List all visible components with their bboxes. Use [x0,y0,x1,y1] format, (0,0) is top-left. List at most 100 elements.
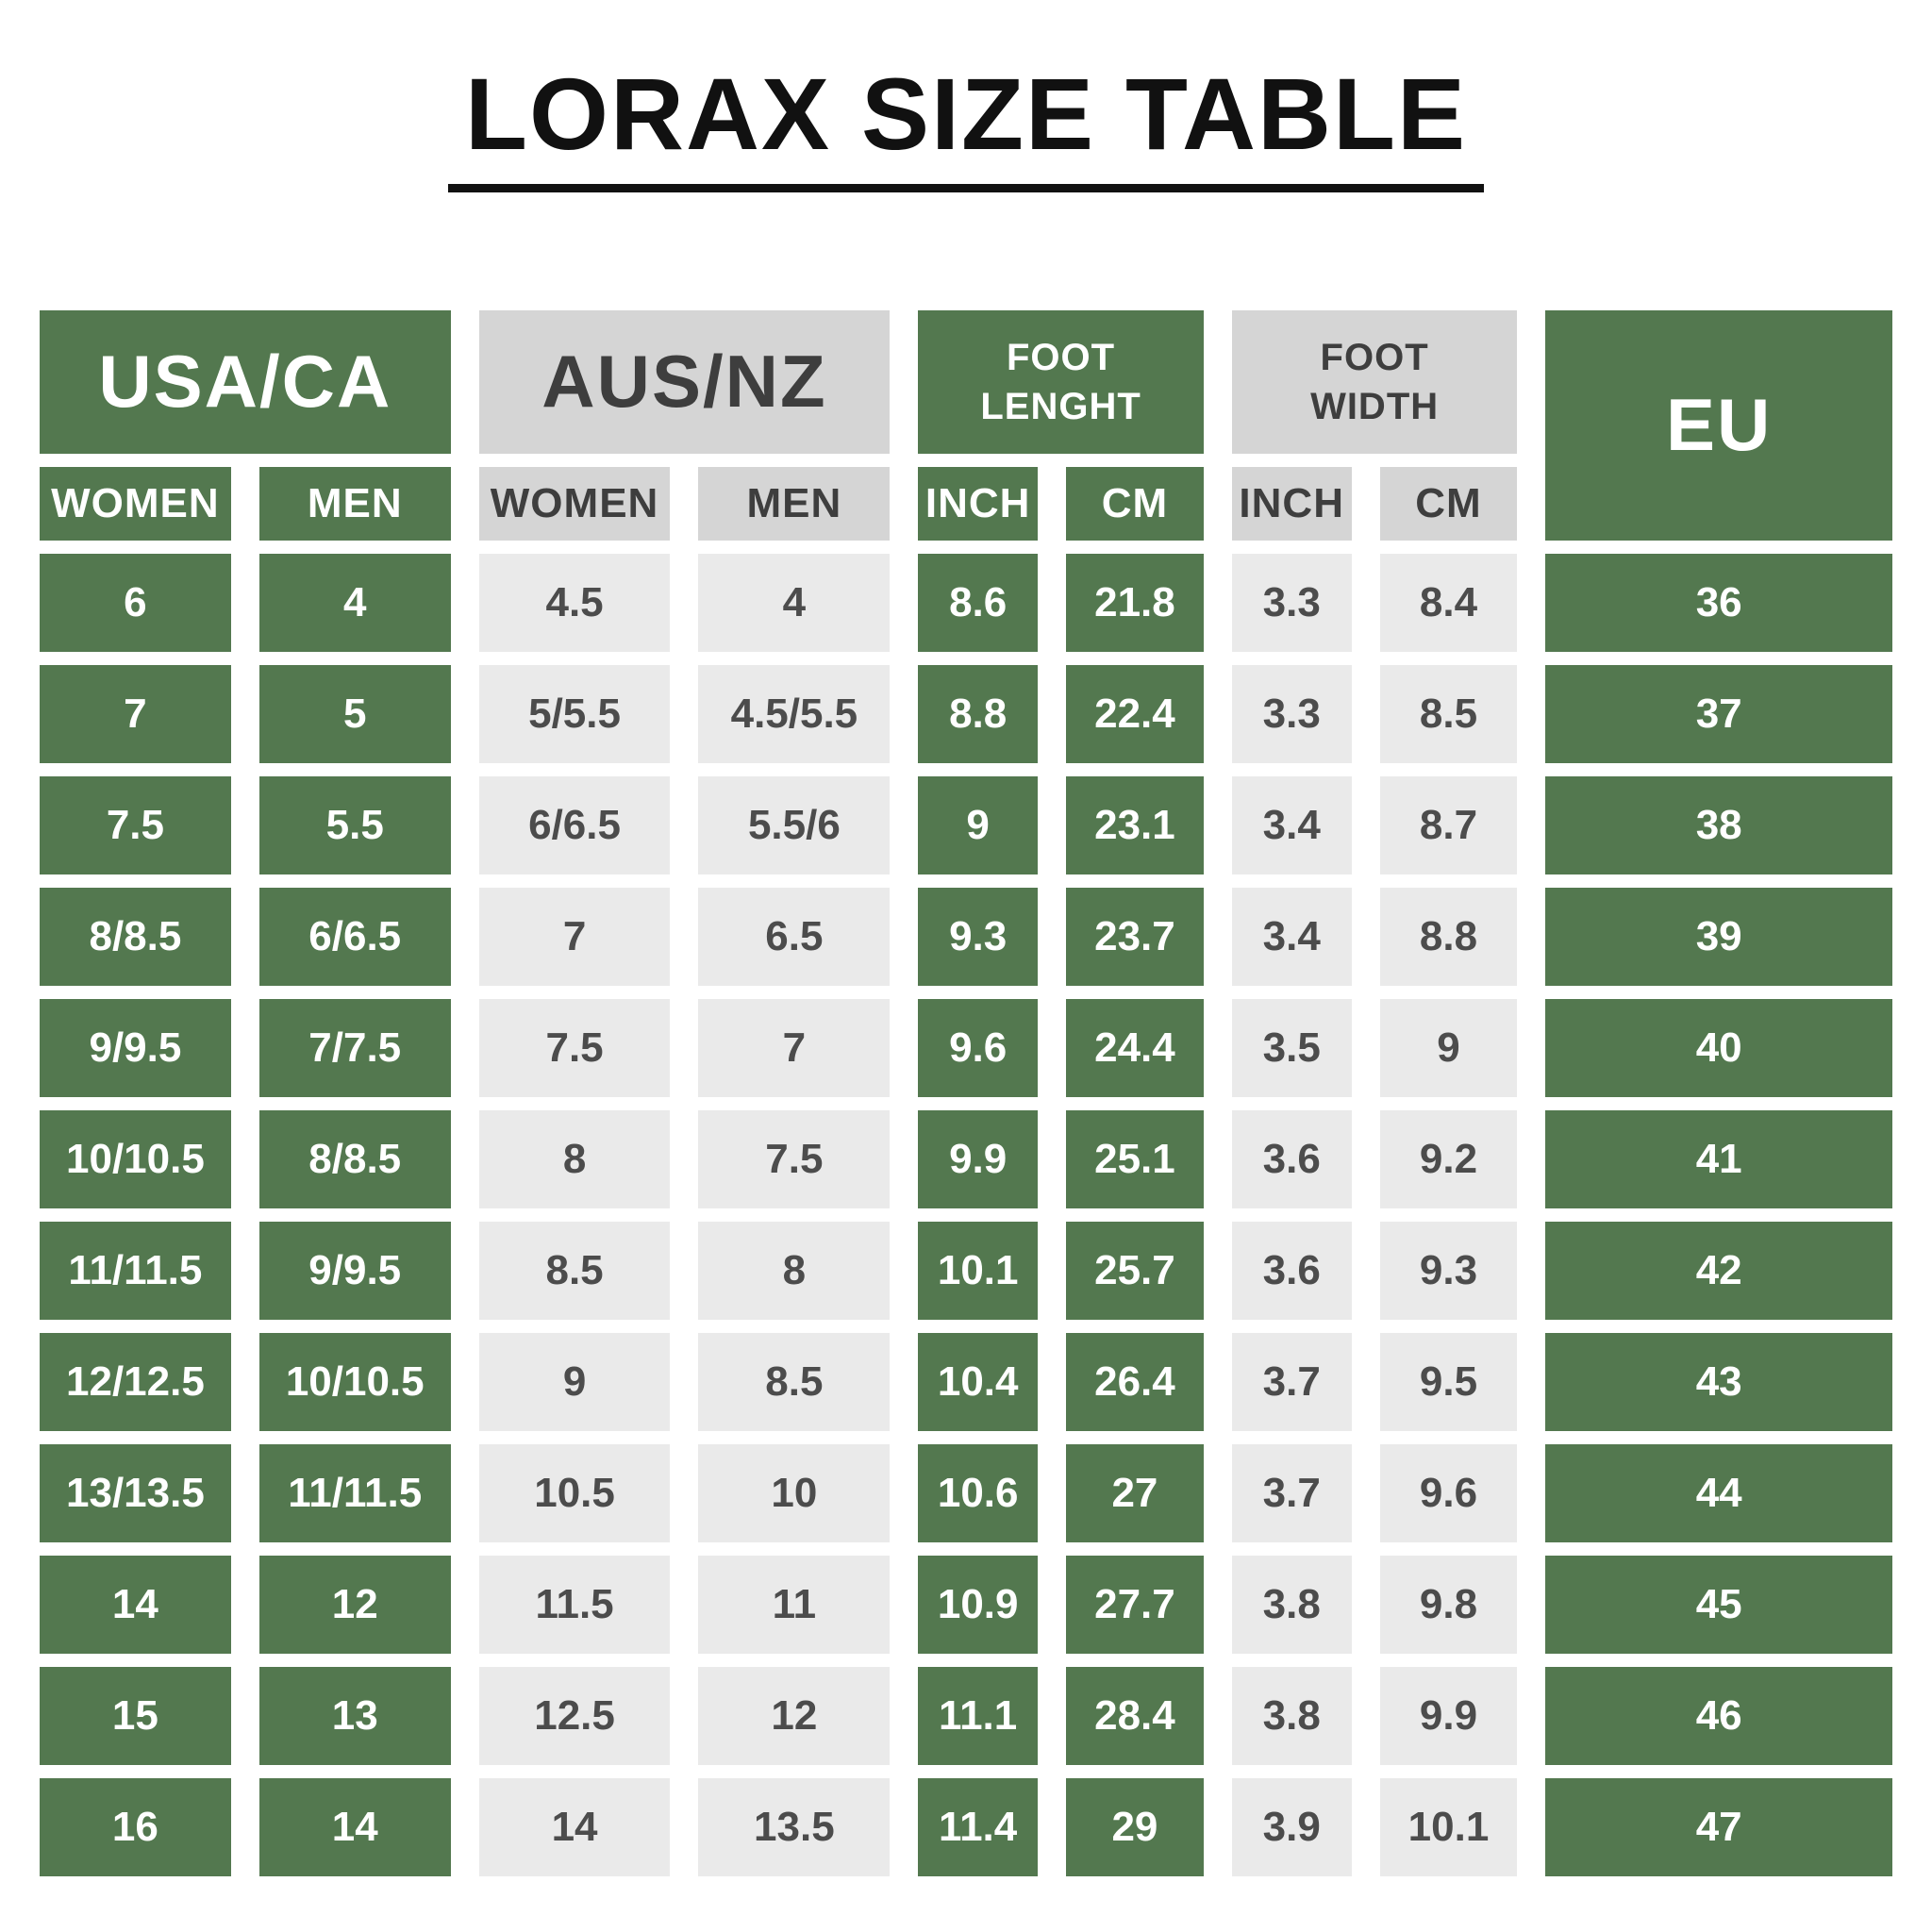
cell-aus-men-row-12: 13.5 [698,1777,891,1876]
cell-eu-row-12: 47 [1545,1777,1892,1876]
cell-foot-length-cm-row-7: 25.7 [1066,1221,1204,1320]
cell-foot-length-inch-row-5: 9.6 [918,998,1039,1097]
cell-foot-width-cm-row-12: 10.1 [1379,1777,1518,1876]
cell-usa-men-row-12: 14 [258,1777,451,1876]
cell-foot-width-cm-row-4: 8.8 [1379,887,1518,986]
cell-foot-length-cm-row-2: 22.4 [1066,664,1204,763]
cell-aus-women-row-6: 8 [478,1109,671,1208]
cell-eu-row-2: 37 [1545,664,1892,763]
cell-foot-length-cm-row-10: 27.7 [1066,1555,1204,1654]
cell-usa-men-row-11: 13 [258,1666,451,1765]
sub-header-aus-men: MEN [698,466,891,541]
cell-usa-women-row-4: 8/8.5 [40,887,231,986]
cell-foot-width-inch-row-12: 3.9 [1231,1777,1352,1876]
sub-header-usa-women: WOMEN [40,466,231,541]
cell-foot-width-inch-row-7: 3.6 [1231,1221,1352,1320]
cell-eu-row-6: 41 [1545,1109,1892,1208]
cell-usa-women-row-7: 11/11.5 [40,1221,231,1320]
cell-aus-men-row-6: 7.5 [698,1109,891,1208]
cell-foot-length-inch-row-4: 9.3 [918,887,1039,986]
cell-foot-width-inch-row-5: 3.5 [1231,998,1352,1097]
group-header-usa-ca: USA/CA [40,309,451,454]
cell-foot-width-inch-row-3: 3.4 [1231,775,1352,874]
cell-foot-length-cm-row-5: 24.4 [1066,998,1204,1097]
cell-foot-length-cm-row-1: 21.8 [1066,553,1204,652]
cell-foot-width-cm-row-9: 9.6 [1379,1443,1518,1542]
cell-foot-width-inch-row-9: 3.7 [1231,1443,1352,1542]
cell-usa-men-row-3: 5.5 [258,775,451,874]
cell-aus-men-row-11: 12 [698,1666,891,1765]
cell-foot-length-inch-row-11: 11.1 [918,1666,1039,1765]
cell-aus-women-row-11: 12.5 [478,1666,671,1765]
cell-foot-width-cm-row-1: 8.4 [1379,553,1518,652]
sub-header-aus-women: WOMEN [478,466,671,541]
cell-eu-row-11: 46 [1545,1666,1892,1765]
cell-foot-length-cm-row-11: 28.4 [1066,1666,1204,1765]
cell-foot-length-inch-row-10: 10.9 [918,1555,1039,1654]
cell-eu-row-5: 40 [1545,998,1892,1097]
cell-aus-women-row-3: 6/6.5 [478,775,671,874]
cell-usa-women-row-2: 7 [40,664,231,763]
cell-aus-men-row-4: 6.5 [698,887,891,986]
sub-header-foot-width-inch: INCH [1231,466,1352,541]
group-header-eu: EU [1545,309,1892,541]
cell-aus-women-row-5: 7.5 [478,998,671,1097]
cell-usa-men-row-9: 11/11.5 [258,1443,451,1542]
cell-aus-men-row-2: 4.5/5.5 [698,664,891,763]
cell-usa-men-row-10: 12 [258,1555,451,1654]
cell-foot-width-cm-row-7: 9.3 [1379,1221,1518,1320]
cell-aus-men-row-3: 5.5/6 [698,775,891,874]
cell-aus-men-row-5: 7 [698,998,891,1097]
page-title: LORAX SIZE TABLE [447,58,1484,192]
cell-usa-men-row-2: 5 [258,664,451,763]
cell-aus-men-row-1: 4 [698,553,891,652]
cell-foot-length-cm-row-4: 23.7 [1066,887,1204,986]
cell-foot-width-inch-row-2: 3.3 [1231,664,1352,763]
cell-foot-length-cm-row-12: 29 [1066,1777,1204,1876]
cell-aus-men-row-7: 8 [698,1221,891,1320]
cell-foot-length-inch-row-12: 11.4 [918,1777,1039,1876]
cell-foot-length-inch-row-1: 8.6 [918,553,1039,652]
cell-foot-width-cm-row-8: 9.5 [1379,1332,1518,1431]
cell-eu-row-9: 44 [1545,1443,1892,1542]
cell-foot-length-cm-row-3: 23.1 [1066,775,1204,874]
size-table: USA/CA AUS/NZ FOOT LENGHT FOOT WIDTH EU … [40,309,1892,1876]
cell-usa-women-row-8: 12/12.5 [40,1332,231,1431]
cell-usa-women-row-10: 14 [40,1555,231,1654]
cell-foot-width-cm-row-2: 8.5 [1379,664,1518,763]
cell-usa-women-row-5: 9/9.5 [40,998,231,1097]
cell-usa-men-row-7: 9/9.5 [258,1221,451,1320]
cell-foot-width-inch-row-6: 3.6 [1231,1109,1352,1208]
sub-header-foot-length-inch: INCH [918,466,1039,541]
cell-aus-men-row-8: 8.5 [698,1332,891,1431]
title-wrap: LORAX SIZE TABLE [0,58,1932,192]
cell-foot-width-cm-row-3: 8.7 [1379,775,1518,874]
group-header-foot-length: FOOT LENGHT [918,309,1204,454]
cell-foot-width-inch-row-1: 3.3 [1231,553,1352,652]
cell-aus-men-row-10: 11 [698,1555,891,1654]
cell-foot-length-inch-row-9: 10.6 [918,1443,1039,1542]
cell-foot-width-inch-row-8: 3.7 [1231,1332,1352,1431]
cell-eu-row-7: 42 [1545,1221,1892,1320]
cell-eu-row-1: 36 [1545,553,1892,652]
sub-header-foot-length-cm: CM [1066,466,1204,541]
cell-foot-length-cm-row-6: 25.1 [1066,1109,1204,1208]
cell-aus-women-row-1: 4.5 [478,553,671,652]
group-header-aus-nz: AUS/NZ [478,309,891,454]
cell-aus-women-row-4: 7 [478,887,671,986]
cell-foot-length-inch-row-7: 10.1 [918,1221,1039,1320]
cell-usa-women-row-6: 10/10.5 [40,1109,231,1208]
cell-foot-width-inch-row-11: 3.8 [1231,1666,1352,1765]
cell-eu-row-4: 39 [1545,887,1892,986]
cell-foot-length-inch-row-2: 8.8 [918,664,1039,763]
cell-foot-width-cm-row-5: 9 [1379,998,1518,1097]
cell-aus-women-row-2: 5/5.5 [478,664,671,763]
cell-eu-row-3: 38 [1545,775,1892,874]
cell-usa-men-row-5: 7/7.5 [258,998,451,1097]
cell-usa-women-row-9: 13/13.5 [40,1443,231,1542]
sub-header-usa-men: MEN [258,466,451,541]
cell-foot-length-inch-row-3: 9 [918,775,1039,874]
cell-usa-men-row-6: 8/8.5 [258,1109,451,1208]
cell-usa-women-row-11: 15 [40,1666,231,1765]
group-header-foot-width: FOOT WIDTH [1231,309,1518,454]
